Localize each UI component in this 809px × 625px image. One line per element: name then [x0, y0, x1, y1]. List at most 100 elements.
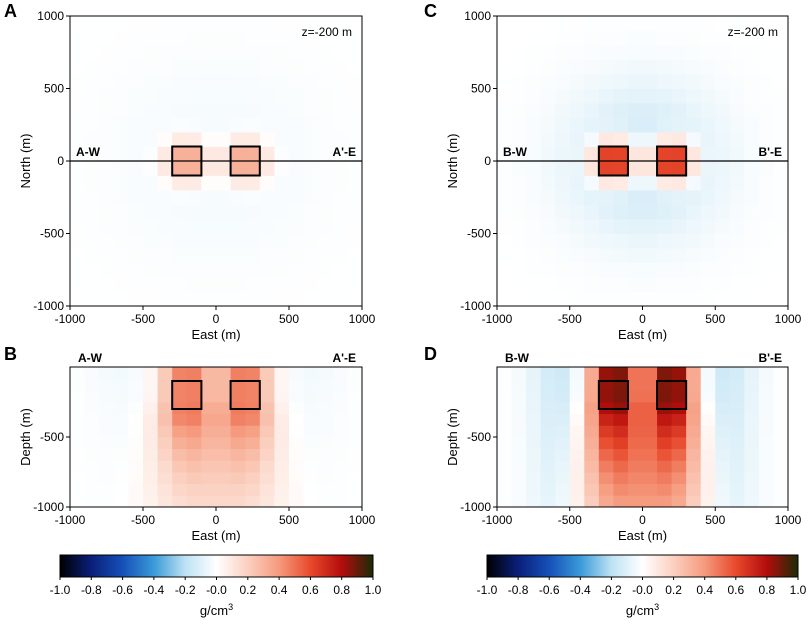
heatmap-cell [700, 448, 716, 461]
x-tick-label: 0 [213, 513, 220, 527]
heatmap-cell [744, 402, 760, 415]
heatmap-cell [216, 262, 231, 278]
heatmap-cell [598, 146, 614, 162]
heatmap-cell [186, 204, 202, 220]
heatmap-cell [172, 248, 188, 263]
heatmap-cell [245, 161, 261, 176]
colorbar-tick-label: 0.4 [696, 583, 713, 597]
heatmap-cell [259, 262, 275, 278]
heatmap-cell [259, 402, 275, 415]
heatmap-cell [172, 175, 188, 191]
heatmap-cell [216, 204, 231, 220]
heatmap-cell [700, 378, 716, 391]
colorbar-tick-label: -0.6 [112, 583, 133, 597]
heatmap-cell [729, 291, 745, 307]
heatmap-cell [744, 483, 760, 496]
heatmap-cell [584, 472, 600, 485]
heatmap-cell [642, 291, 658, 307]
heatmap-cell [715, 219, 731, 234]
heatmap-cell [744, 390, 760, 403]
heatmap-cell [274, 248, 290, 263]
heatmap-cell [99, 219, 115, 234]
heatmap-cell [773, 233, 789, 249]
heatmap-cell [744, 161, 760, 176]
heatmap-cell [569, 88, 585, 104]
heatmap-cell [598, 74, 614, 89]
heatmap-cell [729, 146, 745, 162]
heatmap-cell [186, 425, 202, 438]
heatmap-cell [744, 233, 760, 249]
heatmap-cell [613, 117, 629, 133]
heatmap-cell [230, 248, 246, 263]
heatmap-cell [84, 88, 100, 104]
heatmap-cell [113, 204, 129, 220]
heatmap-cell [715, 390, 731, 403]
heatmap-cell [657, 117, 672, 133]
profile-start-label: B-W [505, 351, 530, 365]
heatmap-cell [540, 204, 556, 220]
heatmap-cell [671, 16, 687, 31]
heatmap-cell [526, 378, 542, 391]
heatmap-cell [584, 204, 600, 220]
heatmap-cell [303, 117, 319, 133]
heatmap-cell [526, 146, 542, 162]
heatmap-cell [303, 30, 319, 46]
heatmap-cell [642, 16, 658, 31]
heatmap-cell [555, 74, 571, 89]
heatmap-cell [569, 175, 585, 191]
heatmap-cell [598, 413, 614, 426]
heatmap-cell [773, 460, 789, 473]
heatmap-cell [303, 460, 319, 473]
heatmap-cell [584, 233, 600, 249]
heatmap-cell [259, 495, 275, 508]
heatmap-cell [99, 277, 115, 292]
heatmap-cell [113, 45, 129, 60]
heatmap-cell [700, 277, 716, 292]
heatmap-cell [186, 460, 202, 473]
heatmap-cell [230, 367, 246, 380]
heatmap-cell [143, 402, 158, 415]
heatmap-cell [143, 262, 158, 278]
heatmap-cell [201, 233, 217, 249]
heatmap-cell [511, 425, 527, 438]
heatmap-cell [332, 262, 348, 278]
heatmap-cell [99, 472, 115, 485]
heatmap-cell [511, 16, 527, 31]
y-tick-label: -500 [467, 430, 491, 444]
heatmap-cell [201, 378, 217, 391]
y-tick-label: -1000 [460, 299, 491, 313]
heatmap-cell [318, 448, 334, 461]
heatmap-cell [555, 233, 571, 249]
heatmap-cell [332, 390, 348, 403]
heatmap-cell [540, 277, 556, 292]
heatmap-cell [540, 483, 556, 496]
heatmap-cell [613, 277, 629, 292]
heatmap-cell [511, 161, 527, 176]
heatmap-cell [584, 103, 600, 118]
heatmap-cell [113, 367, 129, 380]
heatmap-cell [84, 495, 100, 508]
heatmap-cell [230, 233, 246, 249]
heatmap-cell [700, 88, 716, 104]
heatmap-cell [230, 132, 246, 147]
heatmap-cell [274, 262, 290, 278]
heatmap-cell [657, 175, 672, 191]
heatmap-cell [758, 219, 774, 234]
heatmap-cell [540, 16, 556, 31]
heatmap-cell [715, 483, 731, 496]
heatmap-cell [497, 59, 512, 75]
heatmap-cell [715, 448, 731, 461]
heatmap-cell [157, 219, 173, 234]
heatmap-cell [128, 175, 144, 191]
panel-letter-c: C [424, 1, 437, 21]
heatmap-cell [526, 190, 542, 205]
heatmap-cell [584, 146, 600, 162]
heatmap-cell [318, 132, 334, 147]
heatmap-cell [113, 88, 129, 104]
heatmap-cell [642, 495, 658, 508]
heatmap-cell [157, 413, 173, 426]
heatmap-cell [657, 367, 672, 380]
heatmap-cell [201, 74, 217, 89]
heatmap-cell [773, 16, 789, 31]
